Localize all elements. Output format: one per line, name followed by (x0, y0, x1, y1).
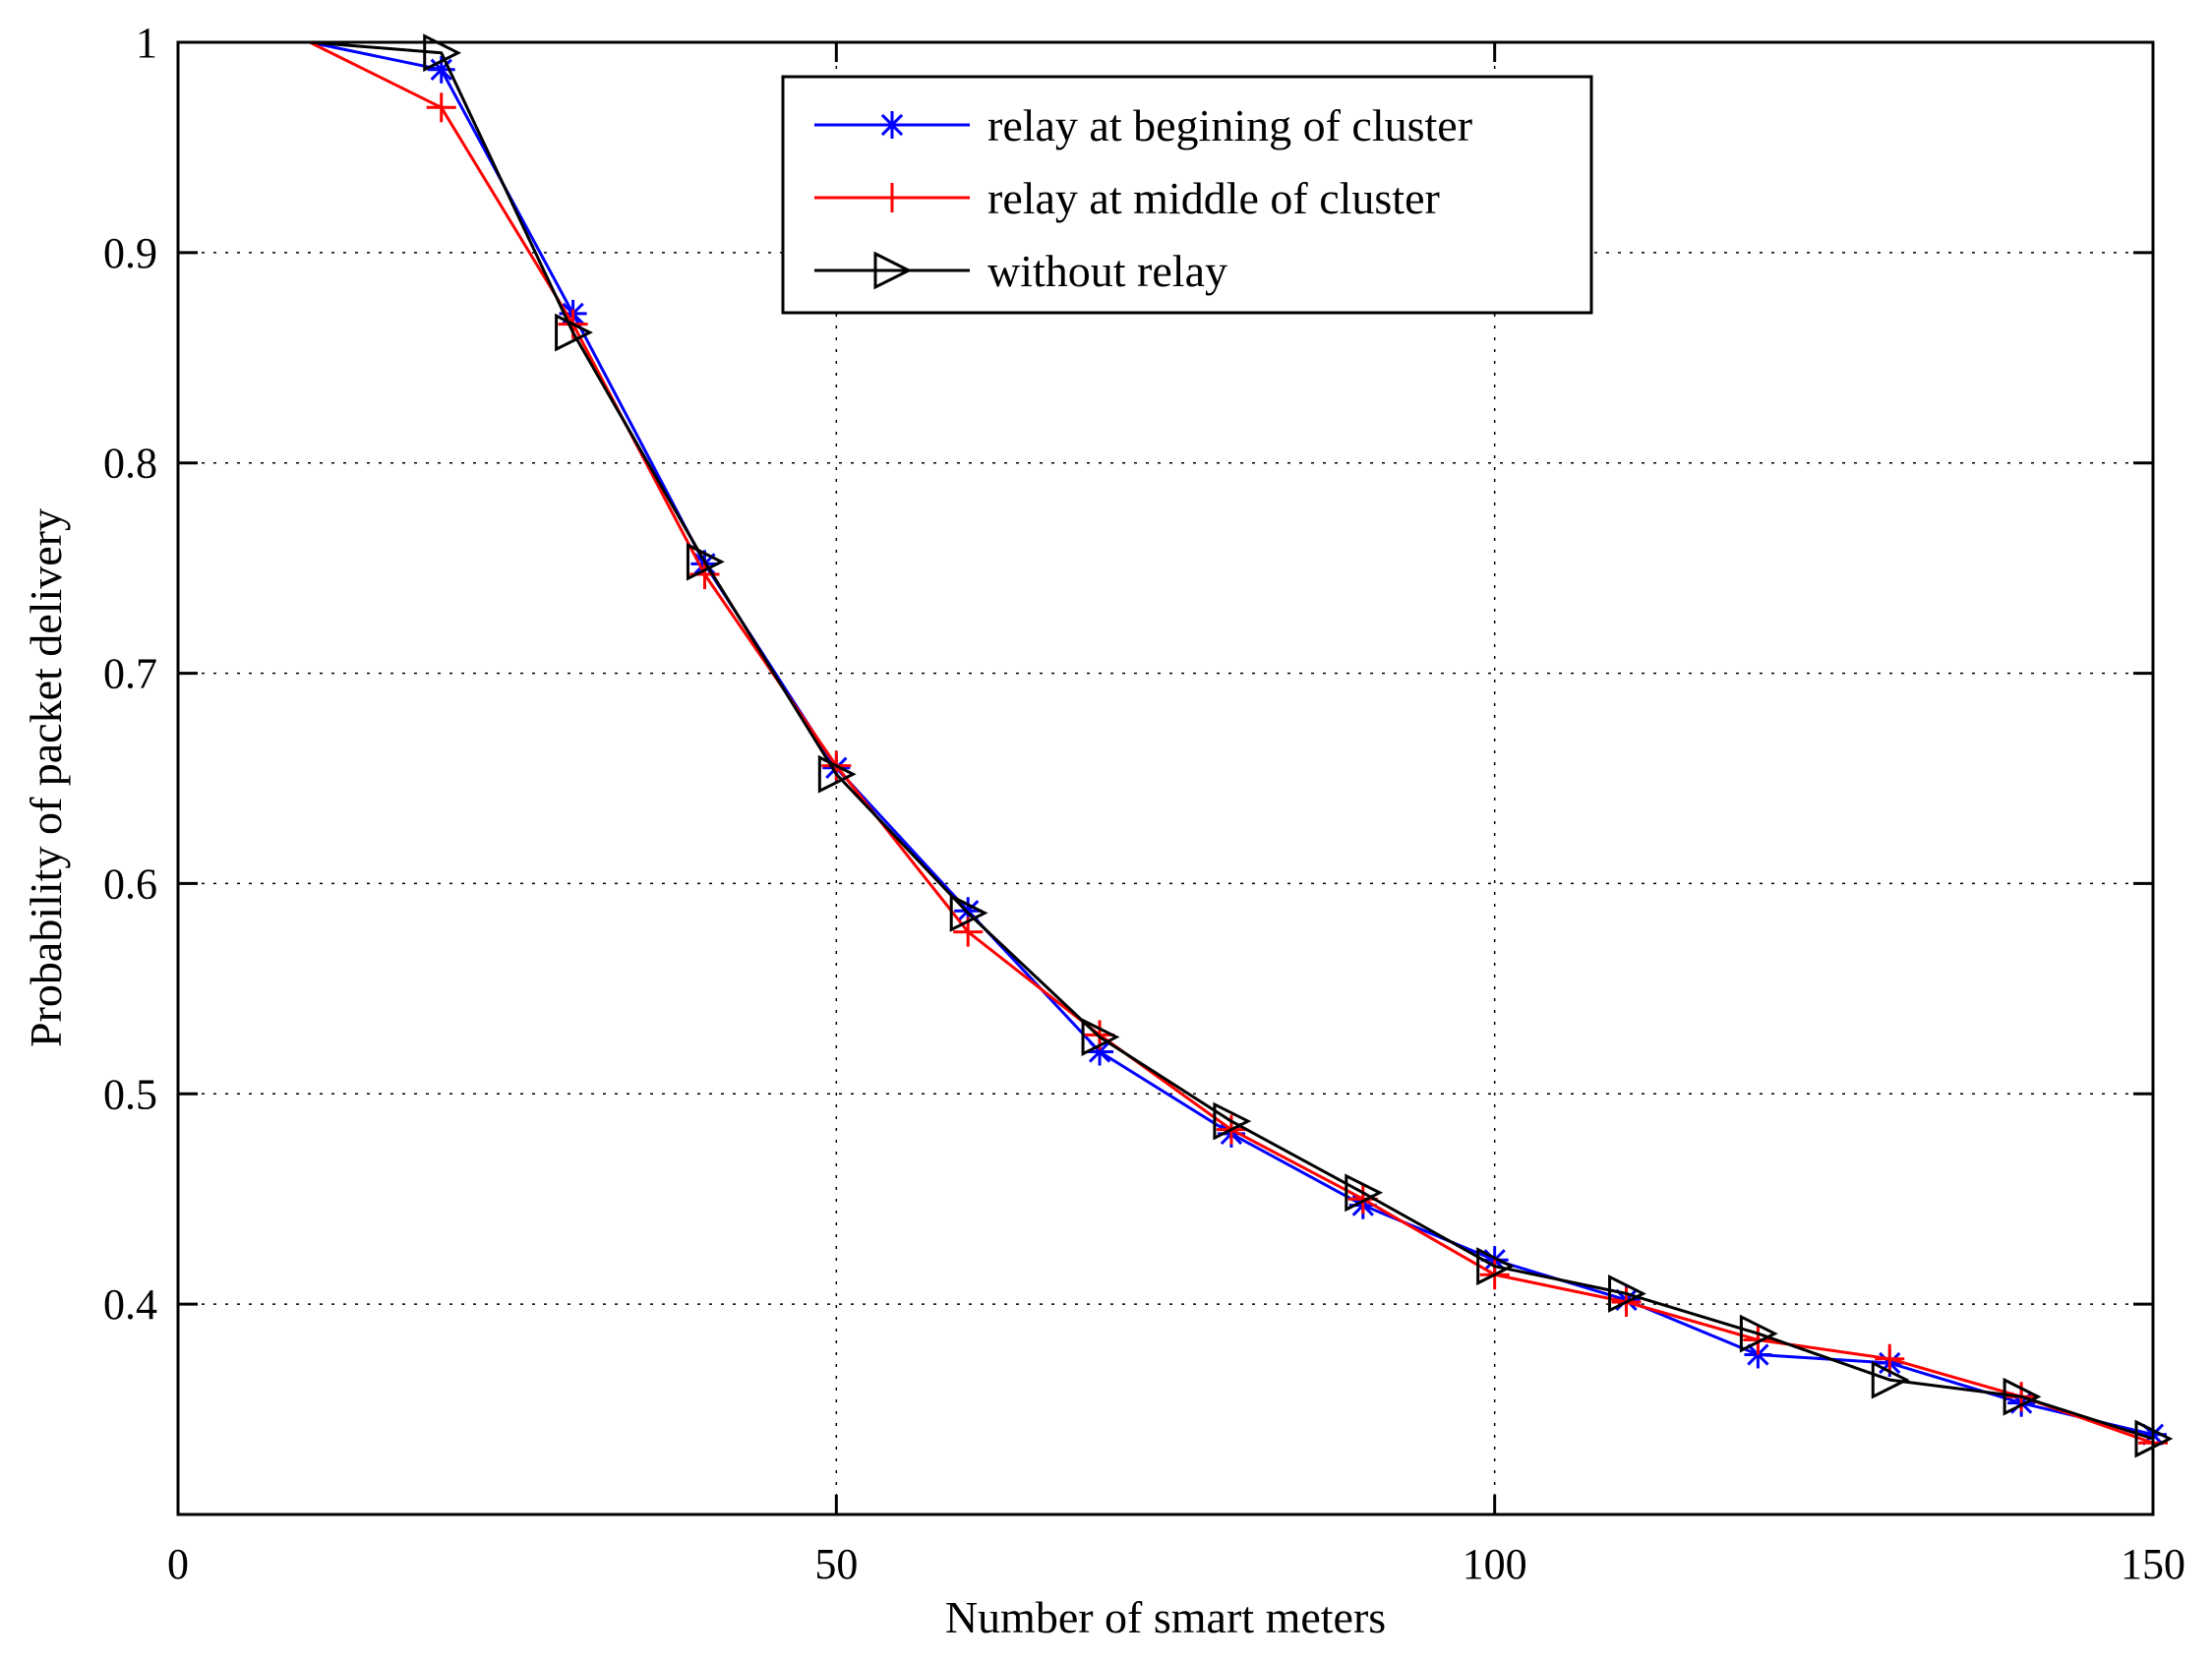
legend-marker-shape-2 (873, 251, 913, 290)
data-point-2-1 (423, 33, 462, 73)
data-point-1-1 (426, 92, 456, 123)
legend: relay at begining of cluster relay at mi… (781, 75, 1593, 315)
data-point-1-11 (1743, 1325, 1773, 1355)
series-line-2 (309, 40, 2154, 1441)
legend-label-0: relay at begining of cluster (987, 100, 1472, 150)
x-tick-label: 0 (167, 1540, 189, 1588)
legend-marker-1 (877, 183, 907, 212)
data-point-2-8 (1345, 1173, 1384, 1213)
x-axis-label: Number of smart meters (945, 1592, 1386, 1642)
data-point-2-3 (686, 542, 725, 581)
y-tick-label: 0.6 (103, 860, 157, 908)
y-tick-label: 0.8 (103, 440, 157, 488)
x-tick-label: 100 (1463, 1540, 1527, 1588)
legend-marker-shape-1 (877, 183, 907, 212)
legend-entry-0: relay at begining of cluster (814, 100, 1472, 150)
data-point-2-12 (1871, 1360, 1910, 1399)
y-tick-label: 0.9 (103, 229, 157, 277)
legend-marker-shape-0 (878, 111, 906, 139)
data-point-2-7 (1213, 1101, 1252, 1141)
data-point-1-12 (1875, 1343, 1905, 1374)
legend-marker-2 (873, 251, 913, 290)
ticks: 0 50 100 150 0.4 0.5 0.6 0.7 0.8 0.9 1 (103, 19, 2185, 1588)
y-tick-label: 0.5 (103, 1070, 157, 1118)
data-point-2-13 (2003, 1377, 2042, 1416)
x-tick-label: 150 (2121, 1540, 2185, 1588)
data-point-2-11 (1739, 1314, 1778, 1353)
data-point-2-4 (817, 754, 857, 794)
legend-box (781, 75, 1593, 315)
y-axis-label: Probability of packet delivery (21, 508, 71, 1047)
data-point-2-10 (1608, 1275, 1646, 1313)
data-point-2-2 (555, 313, 593, 352)
data-point-2-6 (1081, 1018, 1120, 1056)
data-point-2-9 (1476, 1247, 1516, 1286)
y-tick-label: 1 (136, 19, 157, 67)
legend-label-2: without relay (987, 246, 1227, 296)
legend-entry-1: relay at middle of cluster (814, 173, 1440, 223)
x-tick-label: 50 (814, 1540, 858, 1588)
plot-frame (176, 40, 2155, 1516)
data-point-2-5 (949, 893, 988, 932)
legend-marker-0 (878, 111, 906, 139)
y-tick-label: 0.4 (103, 1280, 157, 1329)
y-tick-label: 0.7 (103, 650, 157, 698)
legend-label-1: relay at middle of cluster (987, 173, 1440, 223)
legend-entry-2: without relay (814, 246, 1227, 296)
